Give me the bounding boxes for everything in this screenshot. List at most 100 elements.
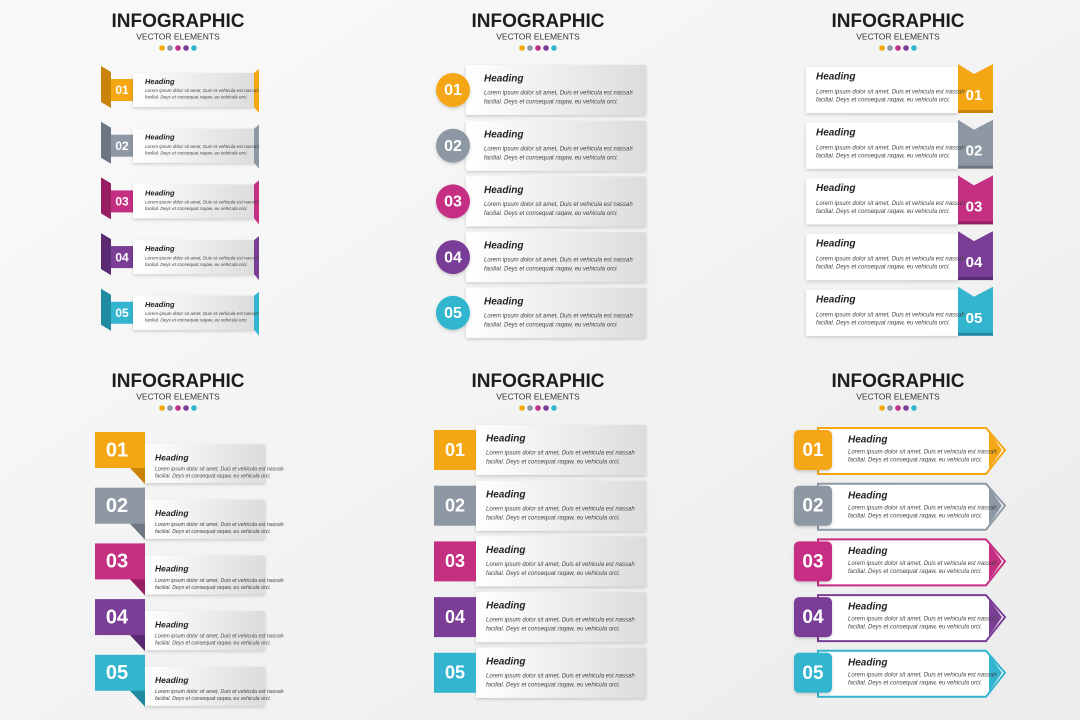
infographic-item: 03 Heading Lorem ipsum dolor sit amet, Dui… — [806, 175, 993, 225]
color-dot — [887, 405, 893, 411]
item-text: Lorem ipsum dolor sit amet, Duis et vehi… — [816, 257, 965, 263]
infographic-item: 05 Heading Lorem ipsum dolor sit amet, Dui… — [95, 654, 284, 707]
item-text: Lorem ipsum dolor sit amet, Duis et vehi… — [145, 311, 259, 316]
ribbon-fold — [101, 288, 111, 331]
item-text: facilial. Deys et consequat raqaw, eu ve… — [848, 569, 982, 575]
infographic-item: 05 Heading Lorem ipsum dolor sit amet, Dui… — [101, 288, 259, 336]
item-text: facilial. Deys et consequat raqaw, eu ve… — [484, 100, 618, 106]
number-box — [794, 652, 832, 693]
infographic-item: 05 Heading Lorem ipsum dolor sit amet, Dui… — [436, 287, 646, 338]
item-heading: Heading — [484, 185, 523, 196]
item-heading: Heading — [145, 77, 175, 86]
item-text: Lorem ipsum dolor sit amet, Duis et vehi… — [848, 450, 997, 456]
infographic-item: 02 Heading Lorem ipsum dolor sit amet, Dui… — [95, 487, 284, 540]
item-heading: Heading — [155, 508, 189, 518]
item-text: Lorem ipsum dolor sit amet, Duis et vehi… — [848, 672, 997, 678]
item-text: Lorem ipsum dolor sit amet, Duis et vehi… — [484, 258, 633, 264]
item-heading: Heading — [484, 241, 523, 252]
item-heading: Heading — [484, 129, 523, 140]
arrow-tip — [989, 432, 1002, 469]
number-tab — [958, 231, 993, 280]
item-number: 05 — [445, 663, 465, 683]
number-circle — [436, 240, 470, 275]
ribbon-fold — [101, 66, 111, 108]
item-heading: Heading — [155, 675, 189, 685]
ribbon-end — [254, 291, 259, 336]
color-dot — [903, 405, 909, 411]
item-heading: Heading — [484, 296, 523, 307]
item-text: facilial. Deys et consequat raqaw, eu ve… — [145, 95, 248, 100]
color-dot — [551, 45, 557, 51]
item-number: 03 — [106, 551, 128, 573]
item-number: 02 — [966, 143, 983, 160]
number-square — [434, 652, 476, 693]
infographic-item: 04 Heading Lorem ipsum dolor sit amet, Dui… — [436, 232, 646, 283]
color-dot — [519, 405, 525, 411]
item-text: Lorem ipsum dolor sit amet, Duis et vehi… — [486, 506, 635, 512]
item-text: facilial. Deys et consequat raqaw, eu ve… — [816, 153, 950, 159]
infographic-item: 02 Heading Lorem ipsum dolor sit amet, Dui… — [806, 119, 993, 169]
item-heading: Heading — [816, 183, 855, 194]
item-heading: Heading — [848, 546, 887, 557]
item-number: 03 — [115, 195, 129, 209]
item-text: facilial. Deys et consequat raqaw, eu ve… — [145, 262, 248, 267]
item-card — [133, 295, 255, 330]
number-box — [794, 541, 832, 582]
color-dot — [879, 405, 885, 411]
color-dot — [175, 45, 181, 51]
tab-base — [958, 165, 993, 169]
infographic-item: 02 Heading Lorem ipsum dolor sit amet, Dui… — [101, 121, 259, 169]
number-box — [794, 430, 832, 470]
color-dot — [535, 45, 541, 51]
color-dot — [159, 45, 165, 51]
number-square — [434, 597, 476, 638]
item-text: facilial. Deys et consequat raqaw, eu ve… — [848, 680, 982, 686]
item-text: facilial. Deys et consequat raqaw, eu ve… — [486, 682, 620, 688]
number-tab — [958, 175, 993, 224]
item-number: 05 — [444, 305, 462, 322]
item-card — [145, 666, 265, 706]
number-square — [434, 541, 476, 582]
number-tag — [111, 246, 133, 269]
item-text: facilial. Deys et consequat raqaw, eu ve… — [816, 209, 950, 215]
number-square — [434, 430, 476, 470]
item-text: Lorem ipsum dolor sit amet, Duis et vehi… — [484, 91, 633, 97]
item-heading: Heading — [145, 244, 175, 253]
number-tag — [111, 134, 133, 157]
item-card — [145, 499, 265, 539]
color-dot — [175, 405, 181, 411]
item-card — [806, 67, 958, 113]
number-tag — [111, 301, 133, 324]
color-dot — [551, 405, 557, 411]
item-text: Lorem ipsum dolor sit amet, Duis et vehi… — [848, 561, 997, 567]
item-heading: Heading — [155, 452, 189, 462]
color-dot — [167, 405, 173, 411]
tab-base — [958, 221, 993, 225]
panel-title: INFOGRAPHIC — [832, 11, 965, 32]
infographic-item: 05 Heading Lorem ipsum dolor sit amet, Dui… — [434, 647, 646, 698]
color-dot — [519, 45, 525, 51]
infographic-item: 04 Heading Lorem ipsum dolor sit amet, Dui… — [794, 594, 1007, 643]
item-card — [466, 176, 646, 227]
item-card — [133, 128, 255, 163]
number-box — [794, 597, 832, 638]
item-text: facilial. Deys et consequat raqaw, eu ve… — [484, 322, 618, 328]
infographic-item: 03 Heading Lorem ipsum dolor sit amet, Dui… — [436, 176, 646, 227]
item-text: facilial. Deys et consequat raqaw, eu ve… — [486, 460, 620, 466]
item-heading: Heading — [145, 300, 175, 309]
item-card — [806, 289, 958, 336]
arrow-tip — [989, 543, 1002, 581]
infographic-item: 01 Heading Lorem ipsum dolor sit amet, Dui… — [95, 432, 284, 484]
item-heading: Heading — [486, 489, 525, 500]
item-card — [466, 65, 646, 115]
item-text: facilial. Deys et consequat raqaw, eu ve… — [484, 155, 618, 161]
item-text: Lorem ipsum dolor sit amet, Duis et vehi… — [816, 312, 965, 318]
ribbon-end — [254, 180, 259, 225]
item-text: facilial. Deys et consequat raqaw, eu ve… — [848, 513, 982, 519]
number-block — [95, 654, 145, 691]
item-heading: Heading — [816, 294, 855, 305]
item-card — [476, 647, 646, 698]
item-heading: Heading — [816, 239, 855, 250]
